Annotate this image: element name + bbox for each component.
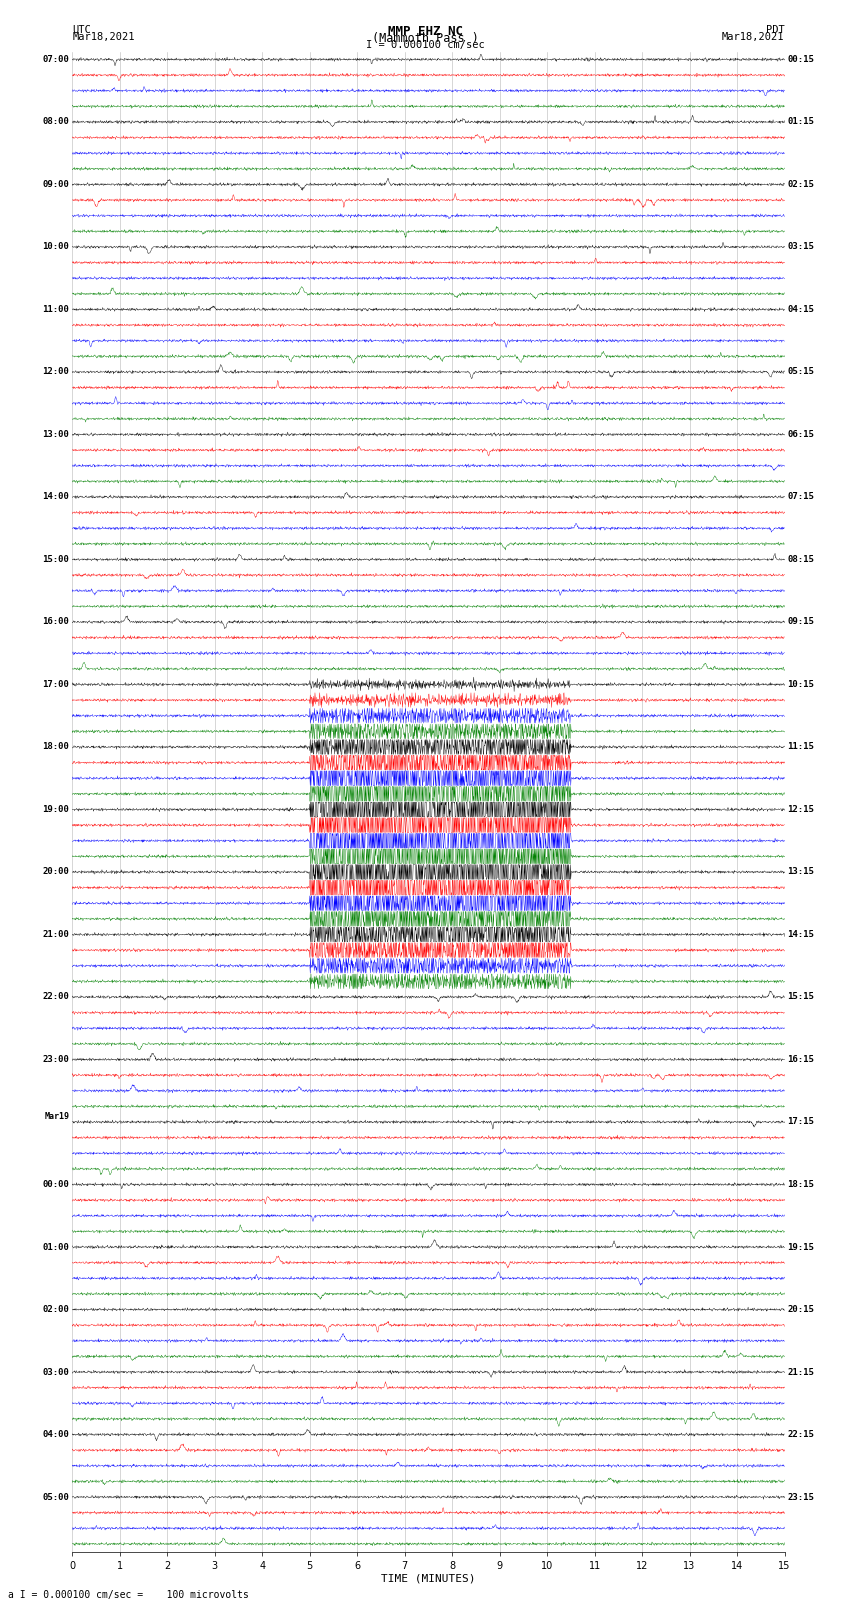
Text: Mar19: Mar19 [44, 1111, 70, 1121]
Text: 19:15: 19:15 [787, 1242, 814, 1252]
Text: 20:15: 20:15 [787, 1305, 814, 1315]
Text: 07:00: 07:00 [42, 55, 70, 65]
Text: 09:00: 09:00 [42, 181, 70, 189]
Text: 14:15: 14:15 [787, 931, 814, 939]
Text: 23:15: 23:15 [787, 1492, 814, 1502]
Text: 07:15: 07:15 [787, 492, 814, 502]
Text: 02:00: 02:00 [42, 1305, 70, 1315]
Text: 06:15: 06:15 [787, 431, 814, 439]
Text: 01:15: 01:15 [787, 118, 814, 126]
Text: 17:15: 17:15 [787, 1118, 814, 1126]
Text: PDT: PDT [766, 24, 785, 35]
Text: 05:00: 05:00 [42, 1492, 70, 1502]
Text: 04:15: 04:15 [787, 305, 814, 315]
Text: (Mammoth Pass ): (Mammoth Pass ) [371, 32, 479, 45]
Text: MMP EHZ NC: MMP EHZ NC [388, 24, 462, 39]
Text: 08:00: 08:00 [42, 118, 70, 126]
Text: 22:15: 22:15 [787, 1431, 814, 1439]
Text: 22:00: 22:00 [42, 992, 70, 1002]
Text: 17:00: 17:00 [42, 681, 70, 689]
Text: 11:15: 11:15 [787, 742, 814, 752]
Text: 02:15: 02:15 [787, 181, 814, 189]
Text: 03:00: 03:00 [42, 1368, 70, 1376]
Text: 11:00: 11:00 [42, 305, 70, 315]
Text: 03:15: 03:15 [787, 242, 814, 252]
Text: 10:00: 10:00 [42, 242, 70, 252]
Text: 00:00: 00:00 [42, 1181, 70, 1189]
Text: 13:00: 13:00 [42, 431, 70, 439]
Text: 20:00: 20:00 [42, 868, 70, 876]
Text: 21:00: 21:00 [42, 931, 70, 939]
Text: 05:15: 05:15 [787, 368, 814, 376]
Text: 12:00: 12:00 [42, 368, 70, 376]
Text: 18:15: 18:15 [787, 1181, 814, 1189]
Text: Mar18,2021: Mar18,2021 [72, 32, 135, 42]
Text: 09:15: 09:15 [787, 618, 814, 626]
Text: 00:15: 00:15 [787, 55, 814, 65]
Text: 19:00: 19:00 [42, 805, 70, 815]
Text: 14:00: 14:00 [42, 492, 70, 502]
Text: 18:00: 18:00 [42, 742, 70, 752]
Text: 13:15: 13:15 [787, 868, 814, 876]
Text: I = 0.000100 cm/sec: I = 0.000100 cm/sec [366, 40, 484, 50]
Text: 15:00: 15:00 [42, 555, 70, 565]
Text: 21:15: 21:15 [787, 1368, 814, 1376]
Text: a I = 0.000100 cm/sec =    100 microvolts: a I = 0.000100 cm/sec = 100 microvolts [8, 1590, 249, 1600]
Text: 04:00: 04:00 [42, 1431, 70, 1439]
Text: 23:00: 23:00 [42, 1055, 70, 1065]
Text: 01:00: 01:00 [42, 1242, 70, 1252]
Text: 16:00: 16:00 [42, 618, 70, 626]
Text: 08:15: 08:15 [787, 555, 814, 565]
Text: 16:15: 16:15 [787, 1055, 814, 1065]
Text: UTC: UTC [72, 24, 91, 35]
Text: 15:15: 15:15 [787, 992, 814, 1002]
X-axis label: TIME (MINUTES): TIME (MINUTES) [381, 1574, 476, 1584]
Text: 10:15: 10:15 [787, 681, 814, 689]
Text: Mar18,2021: Mar18,2021 [722, 32, 785, 42]
Text: 12:15: 12:15 [787, 805, 814, 815]
